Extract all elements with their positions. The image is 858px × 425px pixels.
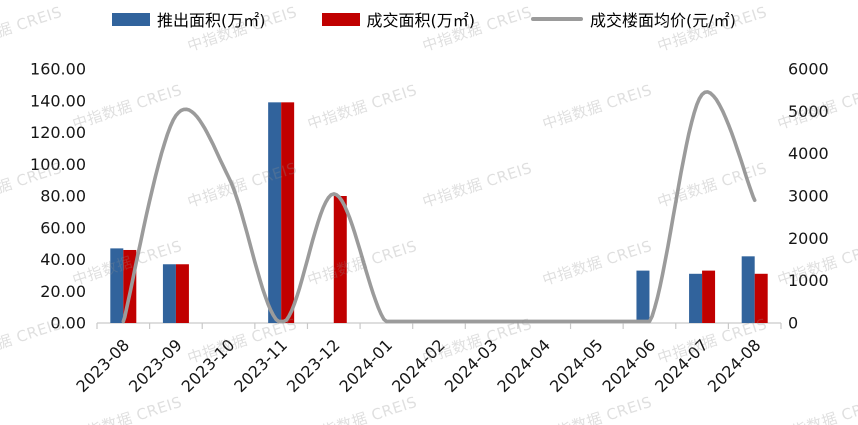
legend-item-avg-floor-price: 成交楼面均价(元/㎡) xyxy=(531,7,736,31)
left-axis-tick-label: 160.00 xyxy=(30,60,86,79)
bar-launched-area-2024-06 xyxy=(636,270,650,323)
x-axis-label-2023-12: 2023-12 xyxy=(283,335,344,396)
left-axis-tick-label: 60.00 xyxy=(40,218,86,237)
x-axis-label-2024-02: 2024-02 xyxy=(388,335,449,396)
bar-sold-area-2024-08 xyxy=(754,273,768,323)
left-axis-tick-label: 20.00 xyxy=(40,282,86,301)
x-axis-label-2024-07: 2024-07 xyxy=(651,335,712,396)
bar-launched-area-2023-09 xyxy=(162,264,176,323)
x-axis-label-2023-09: 2023-09 xyxy=(125,335,186,396)
bar-launched-area-2023-11 xyxy=(268,102,282,324)
bar-sold-area-2023-12 xyxy=(333,196,347,323)
chart-legend: 推出面积(万㎡) 成交面积(万㎡) 成交楼面均价(元/㎡) xyxy=(112,7,736,31)
right-axis-tick-label: 2000 xyxy=(788,229,829,248)
left-axis-tick-label: 120.00 xyxy=(30,123,86,142)
x-axis-label-2024-03: 2024-03 xyxy=(441,335,502,396)
bar-sold-area-2023-11 xyxy=(281,102,295,324)
x-axis-label-2024-06: 2024-06 xyxy=(599,335,660,396)
legend-swatch-sold-area xyxy=(321,12,360,26)
x-axis-label-2024-05: 2024-05 xyxy=(546,335,607,396)
x-axis-label-2024-08: 2024-08 xyxy=(704,335,765,396)
x-axis-label-2023-08: 2023-08 xyxy=(72,335,133,396)
bar-sold-area-2024-07 xyxy=(702,270,716,323)
left-axis-tick-label: 100.00 xyxy=(30,155,86,174)
right-axis-tick-label: 0 xyxy=(788,314,798,333)
right-axis-tick-label: 4000 xyxy=(788,144,829,163)
left-axis-tick-label: 40.00 xyxy=(40,250,86,269)
line-avg-floor-price xyxy=(121,90,757,324)
bar-launched-area-2023-08 xyxy=(110,248,124,323)
legend-swatch-avg-floor-price xyxy=(531,17,583,21)
x-axis-label-2024-04: 2024-04 xyxy=(493,335,554,396)
left-axis-tick-label: 140.00 xyxy=(30,91,86,110)
x-axis-label-2023-11: 2023-11 xyxy=(230,335,291,396)
legend-swatch-launched-area xyxy=(112,12,150,26)
legend-label-launched-area: 推出面积(万㎡) xyxy=(157,11,266,30)
right-axis-tick-label: 6000 xyxy=(788,60,829,79)
right-axis-tick-label: 5000 xyxy=(788,102,829,121)
legend-item-sold-area: 成交面积(万㎡) xyxy=(321,7,476,31)
left-axis-tick-label: 0.00 xyxy=(50,314,86,333)
legend-item-launched-area: 推出面积(万㎡) xyxy=(112,7,266,31)
x-axis-label-2024-01: 2024-01 xyxy=(336,335,397,396)
right-axis-tick-label: 3000 xyxy=(788,187,829,206)
left-axis-tick-label: 80.00 xyxy=(40,187,86,206)
right-axis-tick-label: 1000 xyxy=(788,271,829,290)
legend-label-avg-floor-price: 成交楼面均价(元/㎡) xyxy=(590,11,736,30)
x-axis-label-2023-10: 2023-10 xyxy=(178,335,239,396)
bar-launched-area-2024-07 xyxy=(689,273,703,323)
legend-label-sold-area: 成交面积(万㎡) xyxy=(366,11,476,30)
bar-launched-area-2024-08 xyxy=(741,256,755,323)
bar-sold-area-2023-09 xyxy=(175,264,189,323)
